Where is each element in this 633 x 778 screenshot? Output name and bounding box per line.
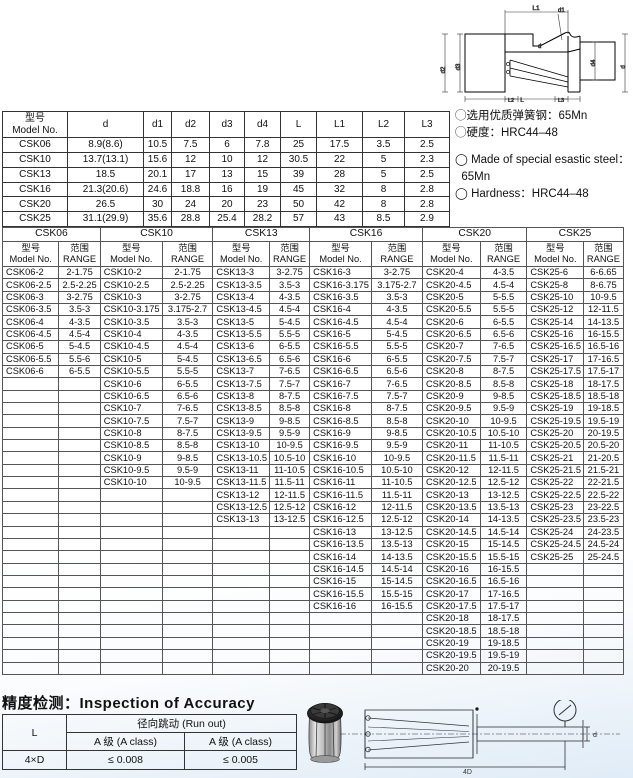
svg-text:L1: L1 [532,5,540,12]
svg-text:d4: d4 [591,59,597,66]
svg-text:d2: d2 [441,66,447,73]
svg-text:L: L [520,97,524,102]
svg-text:4D: 4D [463,769,472,775]
svg-text:d: d [621,65,627,68]
svg-text:d: d [593,732,597,739]
svg-text:L2: L2 [508,98,514,102]
svg-text:d: d [538,44,541,50]
svg-text:L3: L3 [558,98,564,102]
svg-text:d1: d1 [558,8,565,14]
svg-text:d3: d3 [456,63,462,70]
